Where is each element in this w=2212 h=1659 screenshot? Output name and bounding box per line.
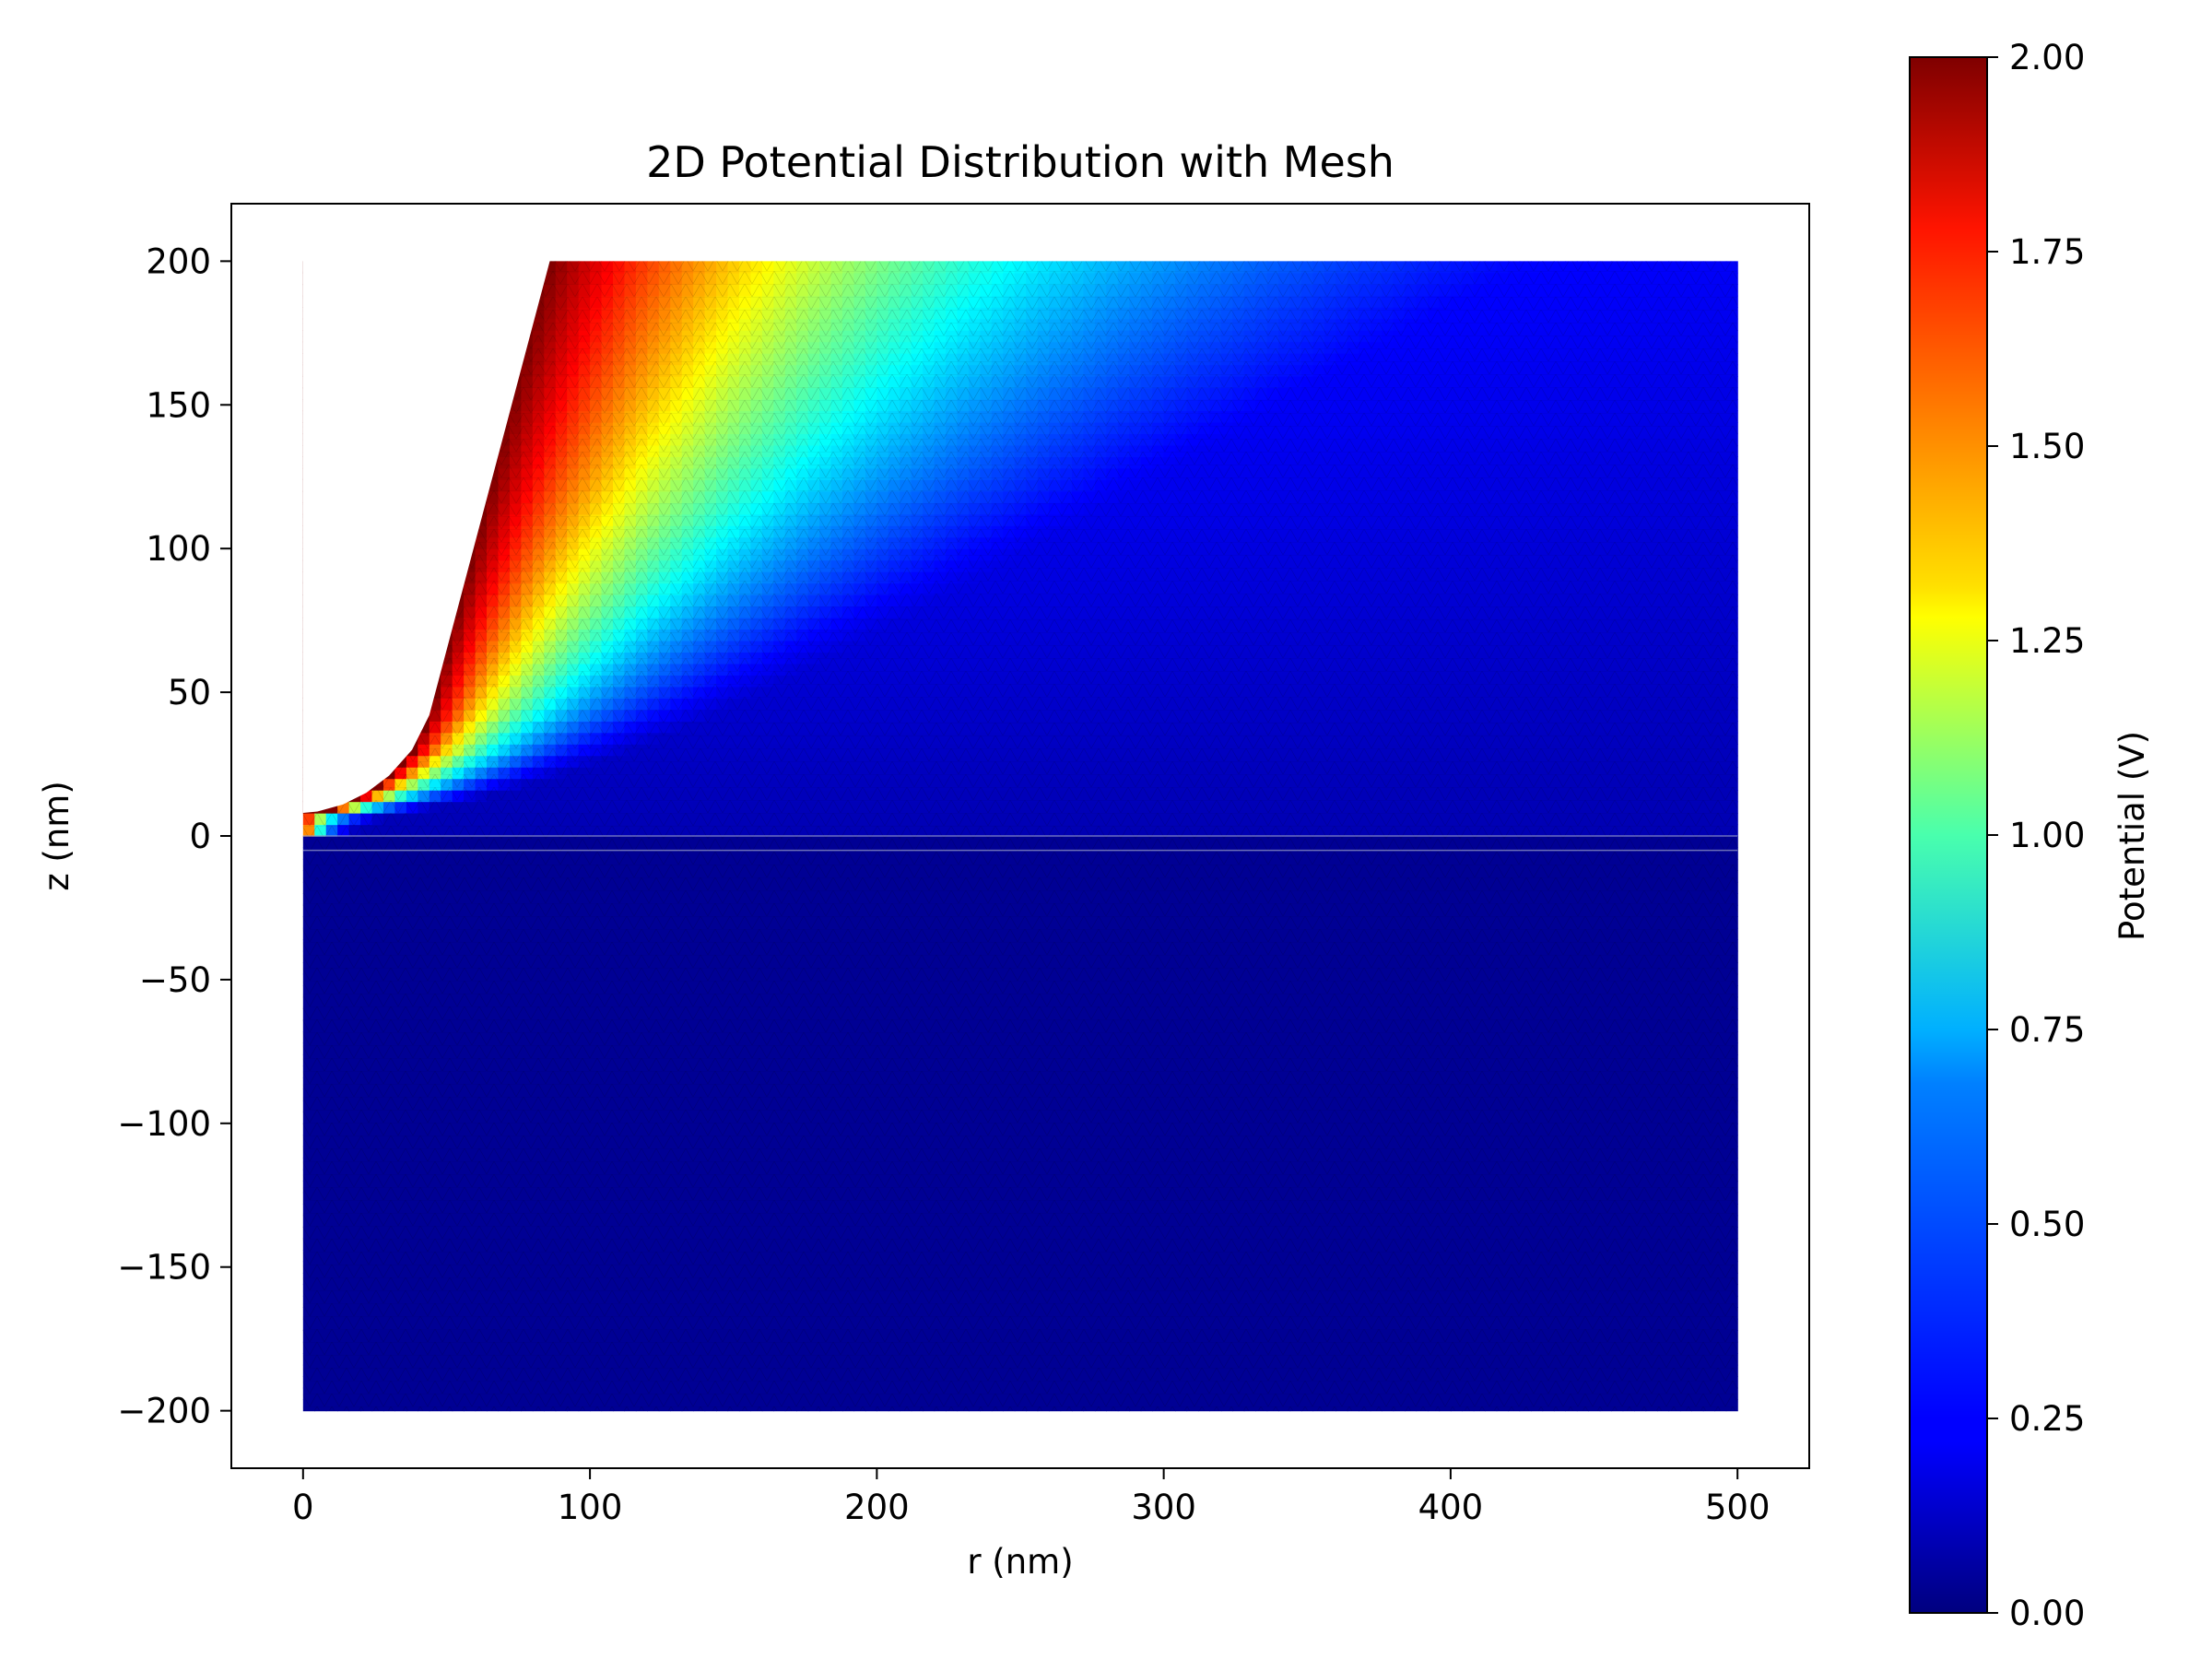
chart-title: 2D Potential Distribution with Mesh — [646, 137, 1394, 187]
plot-area — [302, 232, 1738, 1412]
